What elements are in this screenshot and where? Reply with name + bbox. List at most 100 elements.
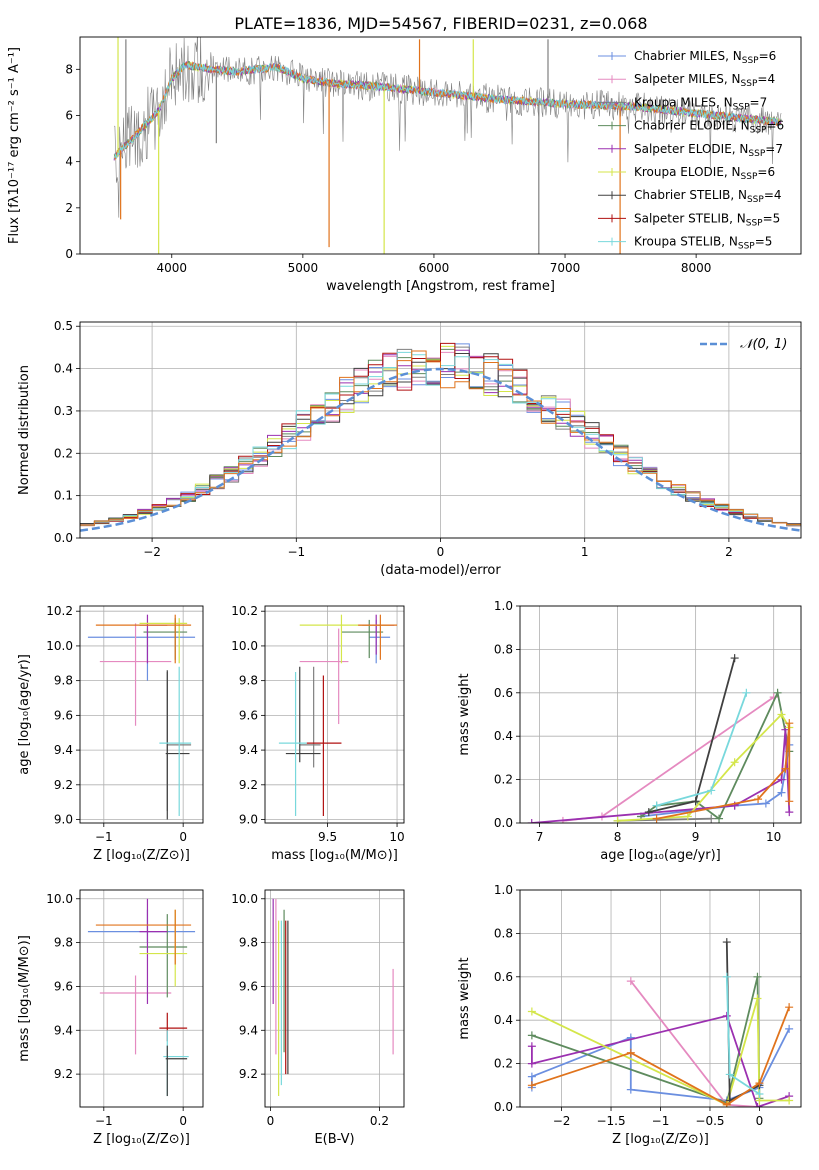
- axes-frame: [264, 889, 405, 1108]
- chabrier_miles-weight-point: [777, 788, 786, 797]
- kroupa_elodie-weight-point: [777, 710, 786, 719]
- residual_hist-marks: [80, 342, 801, 532]
- kroupa_stelib-weight-point: [725, 1070, 734, 1079]
- y-tick-label: 9.2: [54, 778, 73, 792]
- x-tick-label: −1: [95, 1114, 113, 1128]
- legend-label: 𝒩(0, 1): [740, 337, 787, 352]
- y-tick-label: 0.6: [494, 686, 513, 700]
- x-tick-label: 8: [614, 830, 622, 844]
- x-tick-label: 0: [179, 1114, 187, 1128]
- chabrier_stelib-weight-point: [730, 654, 739, 663]
- kroupa_elodie-weight-point: [613, 816, 622, 823]
- orange-histogram: [80, 350, 801, 526]
- kroupa_elodie-weight-point: [785, 1096, 794, 1105]
- salpeter_elodie-weight-point: [785, 808, 794, 817]
- x-axis-label: Z [log₁₀(Z/Z⊙)]: [612, 1132, 709, 1147]
- y-tick-label: 9.2: [239, 1067, 258, 1081]
- salpeter_elodie-weight-point: [722, 1011, 731, 1020]
- orange-weight-point: [652, 814, 661, 823]
- salpeter_miles-weight-point: [626, 977, 635, 986]
- y-tick-label: 2: [65, 201, 73, 215]
- x-axis-label: Z [log₁₀(Z/Z⊙)]: [93, 1132, 190, 1147]
- mass_vs_EBV-panel: 0 0.2 9.2 9.4 9.6 9.8 10.0 E(B-V): [231, 889, 405, 1147]
- age_vs_Z-marks: [87, 614, 196, 820]
- chabrier_miles-weight-point: [527, 1072, 536, 1081]
- y-tick-label: 0.0: [54, 531, 73, 545]
- orange-weight-point: [785, 797, 794, 806]
- kroupa_elodie-weight-line: [617, 713, 791, 822]
- y-tick-label: 0.2: [54, 446, 73, 460]
- x-tick-label: −1: [95, 830, 113, 844]
- y-tick-label: 9.0: [54, 813, 73, 827]
- orange-weight-point: [527, 1081, 536, 1090]
- legend-label: Kroupa MILES, NSSP=7: [634, 95, 767, 112]
- salpeter_elodie-weight-point: [777, 775, 786, 784]
- x-tick-label: −0.5: [695, 1114, 724, 1128]
- figure-title: PLATE=1836, MJD=54567, FIBERID=0231, z=0…: [234, 14, 647, 33]
- y-tick-label: 9.4: [54, 1023, 73, 1037]
- axes-frame: [79, 36, 802, 255]
- kroupa_elodie-weight-point: [753, 994, 762, 1003]
- spectrum-marks: [113, 37, 782, 254]
- orange-weight-point: [785, 1003, 794, 1012]
- y-tick-label: 0.2: [494, 1057, 513, 1071]
- y-tick-label: 9.8: [239, 936, 258, 950]
- y-tick-label: 0.4: [54, 362, 73, 376]
- age_vs_mass-marks: [278, 614, 398, 817]
- y-tick-label: 6: [65, 108, 73, 122]
- x-axis-label: E(B-V): [314, 1132, 354, 1147]
- orange-weight-point: [755, 1079, 764, 1088]
- legend-label: Chabrier STELIB, NSSP=4: [634, 188, 782, 205]
- y-tick-label: 10.2: [46, 604, 73, 618]
- x-tick-label: −1: [287, 545, 305, 559]
- x-tick-label: 10: [766, 830, 781, 844]
- x-tick-label: 0.2: [370, 1114, 389, 1128]
- axes-frame: [79, 321, 802, 539]
- y-tick-label: 8: [65, 62, 73, 76]
- kroupa_stelib-weight-point: [707, 786, 716, 795]
- legend-label: Salpeter ELODIE, NSSP=7: [634, 142, 783, 159]
- chabrier_stelib-weight-point: [644, 808, 653, 817]
- y-tick-label: 0.0: [494, 1100, 513, 1114]
- orange-weight-point: [781, 764, 790, 773]
- y-tick-label: 10.0: [231, 892, 258, 906]
- y-axis-label: age [log₁₀(age/yr)]: [17, 654, 32, 775]
- axes-frame: [519, 605, 802, 824]
- age_vs_Z-panel: −1 0 9.0 9.2 9.4 9.6 9.8 10.0 10.2 Z [log₁₀(Z/Z⊙)…: [17, 604, 204, 863]
- y-tick-label: 9.6: [239, 708, 258, 722]
- y-tick-label: 9.2: [239, 778, 258, 792]
- y-axis-label: mass weight: [457, 673, 472, 755]
- y-tick-label: 0.3: [54, 404, 73, 418]
- chabrier_stelib-weight-point: [691, 797, 700, 806]
- y-tick-label: 9.2: [54, 1067, 73, 1081]
- kroupa_elodie-weight-point: [527, 1007, 536, 1016]
- orange-weight-line: [656, 723, 791, 820]
- x-tick-label: −2: [553, 1114, 571, 1128]
- x-tick-label: 10: [389, 830, 404, 844]
- kroupa_elodie-weight-point: [683, 812, 692, 821]
- legend-label: Salpeter STELIB, NSSP=5: [634, 211, 780, 228]
- y-tick-label: 0.1: [54, 489, 73, 503]
- axes-frame: [519, 889, 802, 1108]
- kroupa_stelib-weight-point: [742, 688, 751, 697]
- x-tick-label: 6000: [419, 261, 450, 275]
- age_vs_mass-panel: 9.5 10 9.0 9.2 9.4 9.6 9.8 10.0 10.2 mass [log₁₀(…: [231, 604, 404, 863]
- axes-frame: [264, 605, 405, 824]
- x-tick-label: 9: [692, 830, 700, 844]
- salpeter_elodie-weight-point: [527, 1059, 536, 1068]
- mass_vs_Z-panel: −1 0 9.2 9.4 9.6 9.8 10.0 Z [log₁₀(Z/Z⊙)] mass […: [17, 889, 204, 1147]
- weight_vs_age-panel: 7 8 9 10 0.0 0.2 0.4 0.6 0.8 1.0 age [log₁₀(age/yr…: [457, 599, 802, 863]
- y-axis-label: mass [log₁₀(M/M⊙)]: [17, 935, 32, 1062]
- y-axis-label: Flux [fλ10⁻¹⁷ erg cm⁻² s⁻¹ A⁻¹]: [7, 47, 22, 244]
- y-tick-label: 9.8: [54, 674, 73, 688]
- y-tick-label: 0.2: [494, 773, 513, 787]
- x-tick-label: 0: [756, 1114, 764, 1128]
- y-axis-label: Normed distribution: [17, 365, 32, 495]
- y-tick-label: 4: [65, 155, 73, 169]
- x-tick-label: 9.5: [318, 830, 337, 844]
- x-tick-label: 2: [725, 545, 733, 559]
- x-tick-label: 0: [267, 1114, 275, 1128]
- orange-weight-point: [626, 1048, 635, 1057]
- x-axis-label: age [log₁₀(age/yr)]: [600, 848, 721, 863]
